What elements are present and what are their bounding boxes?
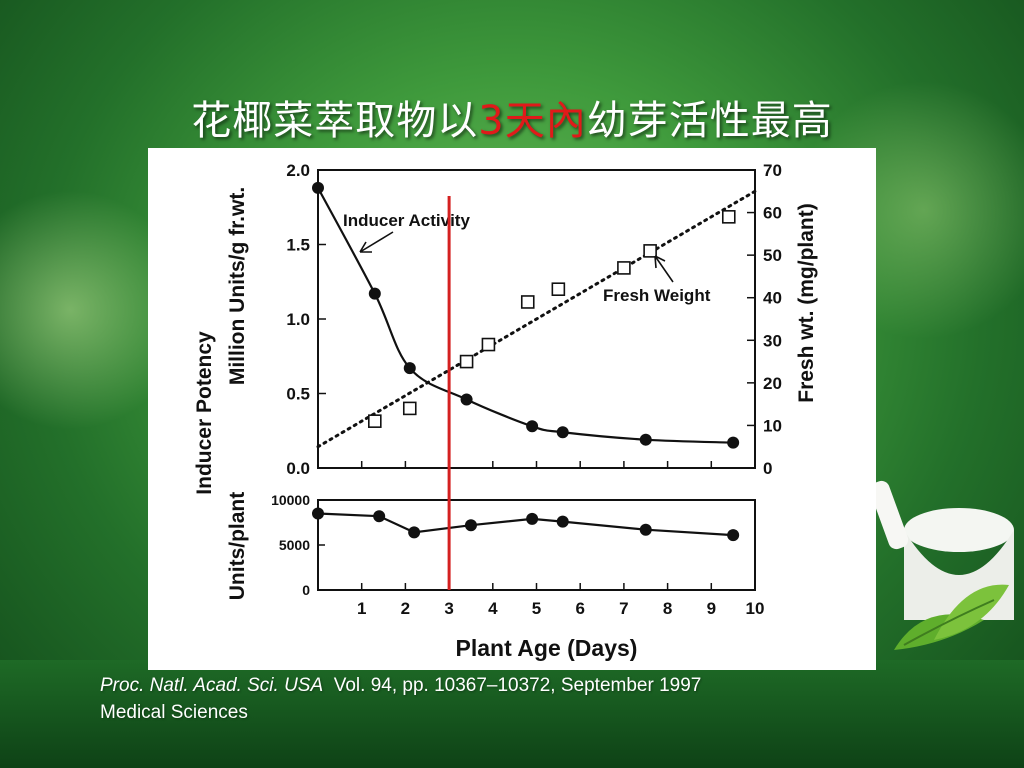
citation-line-2: Medical Sciences: [100, 702, 248, 723]
x-axis-title: Plant Age (Days): [456, 635, 638, 661]
inducer-activity-point: [556, 426, 569, 439]
x-tick-label: 1: [357, 599, 366, 618]
fresh-weight-point: [643, 244, 657, 258]
units-per-plant-point: [556, 515, 569, 528]
fresh-weight-point: [520, 295, 535, 309]
units-per-plant-point: [639, 523, 652, 536]
fresh-weight-arrow: [654, 255, 674, 283]
right-y-tick-label: 60: [763, 204, 782, 223]
right-y-tick-label: 70: [763, 161, 782, 180]
left-y-tick-label: 2.0: [286, 161, 310, 180]
left-y-tick-label: 1.0: [286, 310, 310, 329]
bottom-y-tick-label: 10000: [271, 492, 310, 508]
citation-journal: Proc. Natl. Acad. Sci. USA: [100, 675, 324, 696]
left-axis-title-line2: Million Units/g fr.wt.: [226, 187, 249, 385]
x-tick-label: 6: [575, 599, 584, 618]
left-axis-title-line1: Inducer Potency: [193, 331, 216, 495]
inducer-activity-point: [727, 436, 740, 449]
citation-details: Vol. 94, pp. 10367–10372, September 1997: [333, 675, 702, 696]
units-per-plant-point: [312, 507, 324, 520]
x-tick-label: 7: [619, 599, 628, 618]
fresh-weight-fit-line: [316, 189, 757, 449]
left-y-tick-label: 0.5: [286, 385, 310, 404]
inducer-activity-arrow: [359, 231, 394, 253]
fresh-weight-point: [402, 401, 417, 416]
citation-line-1: Proc. Natl. Acad. Sci. USA Vol. 94, pp. …: [100, 672, 701, 699]
x-tick-label: 8: [663, 599, 672, 618]
right-y-tick-label: 10: [763, 416, 782, 435]
fresh-weight-point: [617, 261, 631, 275]
inducer-activity-label: Inducer Activity: [343, 211, 470, 230]
mortar-and-leaf-decoration: [869, 480, 1014, 650]
inducer-activity-point: [368, 287, 381, 300]
fresh-weight-point: [368, 414, 382, 428]
x-tick-label: 3: [444, 599, 453, 618]
bottom-y-tick-label: 0: [302, 582, 310, 598]
title-text-post: 幼芽活性最高: [586, 98, 833, 144]
x-tick-label: 9: [707, 599, 716, 618]
chart-figure: 0.0 0.5 1.0 1.5 2.0 0 10 20 30 40 50 60 70 0 5000 10000…: [193, 161, 818, 661]
left-y-tick-label: 0.0: [286, 459, 310, 478]
units-per-plant-point: [727, 529, 740, 542]
inducer-activity-point: [639, 433, 652, 446]
left-y-tick-label: 1.5: [286, 236, 310, 255]
units-per-plant-point: [526, 512, 539, 525]
fresh-weight-label: Fresh Weight: [603, 286, 711, 305]
units-per-plant-point: [464, 519, 477, 532]
bottom-y-tick-label: 5000: [279, 537, 310, 553]
right-y-tick-label: 0: [763, 459, 772, 478]
chart-panel: 0.0 0.5 1.0 1.5 2.0 0 10 20 30 40 50 60 70 0 5000 10000…: [148, 148, 876, 670]
right-y-tick-label: 20: [763, 374, 782, 393]
right-y-tick-label: 50: [763, 246, 782, 265]
fresh-weight-point: [481, 337, 496, 352]
title-text-highlight: 3天內: [478, 98, 587, 144]
bottom-axis-title: Units/plant: [226, 492, 249, 601]
inducer-activity-point: [312, 181, 324, 194]
fresh-weight-point: [459, 354, 474, 369]
right-axis-title: Fresh wt. (mg/plant): [795, 203, 818, 403]
inducer-activity-point: [526, 420, 539, 433]
x-tick-label: 4: [488, 599, 498, 618]
right-y-tick-label: 40: [763, 289, 782, 308]
title-text-pre: 花椰菜萃取物以: [191, 98, 479, 144]
right-y-tick-label: 30: [763, 331, 782, 350]
citation: Proc. Natl. Acad. Sci. USA Vol. 94, pp. …: [100, 672, 701, 726]
background-bottom-band: [0, 660, 1024, 768]
x-tick-label: 5: [532, 599, 541, 618]
fresh-weight-point: [721, 210, 736, 224]
x-tick-label: 10: [746, 599, 765, 618]
inducer-activity-point: [403, 362, 416, 375]
units-per-plant-point: [373, 510, 386, 523]
slide-title: 花椰菜萃取物以3天內幼芽活性最高: [0, 88, 1024, 146]
inducer-activity-point: [460, 393, 473, 406]
units-per-plant-line: [317, 512, 734, 537]
x-tick-label: 2: [401, 599, 410, 618]
fresh-weight-point: [551, 282, 566, 296]
units-per-plant-point: [408, 526, 421, 539]
